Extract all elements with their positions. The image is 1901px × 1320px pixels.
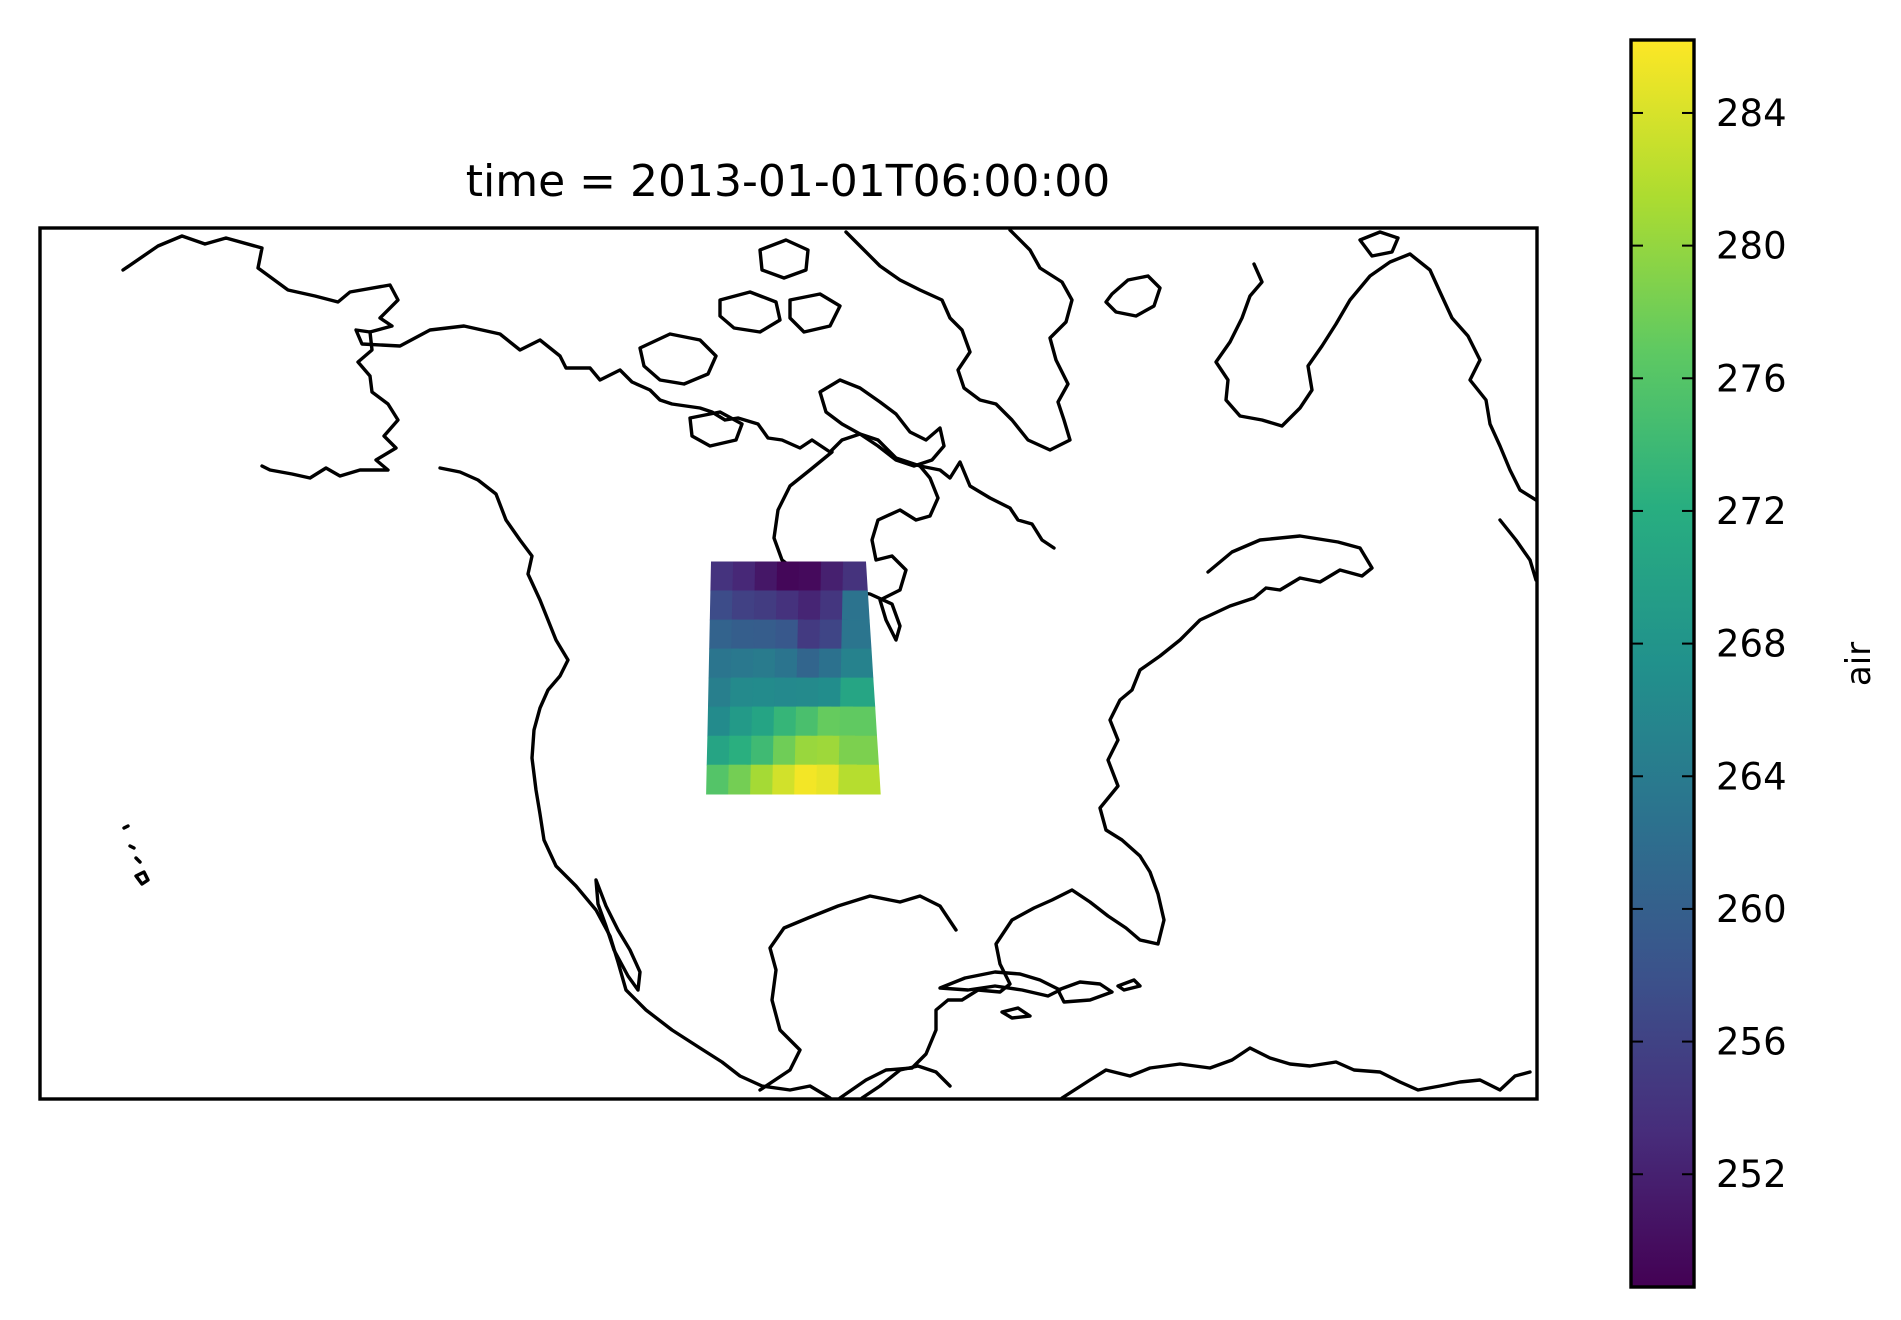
map-axes [121, 228, 1537, 1099]
map-frame [38, 226, 1539, 1101]
coastline-alaska-canada [121, 234, 1056, 550]
colorbar-tick-label: 260 [1716, 888, 1787, 931]
heatmap-cell [842, 561, 868, 592]
heatmap-cell [798, 561, 824, 592]
coastline-svalbard [1358, 230, 1400, 258]
heatmap-cell [820, 561, 846, 592]
heatmap-cell [841, 590, 870, 621]
colorbar-tick-label: 284 [1716, 92, 1787, 135]
colorbar-tick-label: 272 [1716, 490, 1787, 533]
heatmap-cell [838, 764, 881, 795]
colorbar-tick-label: 268 [1716, 623, 1787, 666]
coastline-arctic-island-5 [688, 410, 744, 448]
colorbar-label: air [1839, 642, 1879, 686]
colorbar-gradient [1631, 40, 1694, 1287]
colorbar-tick-label: 252 [1716, 1153, 1787, 1196]
heatmap-cell [839, 706, 878, 737]
heatmap-cell [710, 561, 736, 592]
coastline-pacific [438, 466, 832, 1099]
coastlines [121, 228, 1537, 1099]
coastline-hawaii [122, 824, 150, 886]
coastline-gulf-east [838, 534, 1374, 1099]
colorbar: 252 256 260 264 268 272 276 280 284 air [1629, 38, 1879, 1289]
colorbar-frame [1629, 38, 1696, 1289]
coastline-iceland [1104, 274, 1162, 318]
heatmap-cell [776, 561, 802, 592]
coastline-arctic-island-4 [788, 292, 842, 334]
coastline-iberia [1498, 518, 1537, 582]
colorbar-tick-label: 280 [1716, 225, 1787, 268]
coastline-arctic-island-2 [718, 290, 782, 334]
coastline-arctic-island-1 [638, 332, 718, 386]
colorbar-tick-label: 276 [1716, 357, 1787, 400]
coastline-europe [1214, 252, 1537, 502]
coastline-puerto-rico [1116, 978, 1142, 992]
coastline-baffin-island [818, 378, 946, 468]
heatmap-cell [840, 677, 876, 708]
heatmap-cell [754, 561, 780, 592]
coastline-baja [594, 878, 642, 992]
coastline-arctic-island-3 [758, 238, 810, 280]
colorbar-tick-label: 256 [1716, 1021, 1787, 1064]
heatmap-cell [732, 561, 758, 592]
coastline-hispaniola [1056, 980, 1114, 1004]
map-title: time = 2013-01-01T06:00:00 [466, 156, 1110, 207]
heatmap-cell [838, 735, 879, 766]
coastline-alaska-west [260, 330, 400, 480]
coastline-jamaica [1000, 1006, 1032, 1020]
coastline-gulf-mexico [758, 894, 958, 1092]
coastline-south-america [1060, 1046, 1532, 1099]
colorbar-tick-label: 264 [1716, 755, 1787, 798]
heatmap-cell [840, 648, 874, 679]
coastline-greenland [844, 228, 1074, 452]
heatmap-cells [706, 561, 881, 795]
coastline-central-america [860, 1064, 952, 1099]
coastline-hudson-bay [772, 450, 940, 642]
heatmap-cell [841, 619, 872, 650]
